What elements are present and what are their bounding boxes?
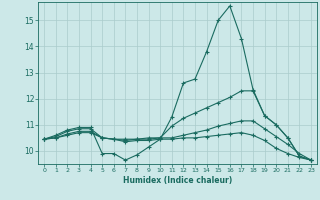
X-axis label: Humidex (Indice chaleur): Humidex (Indice chaleur) [123, 176, 232, 185]
